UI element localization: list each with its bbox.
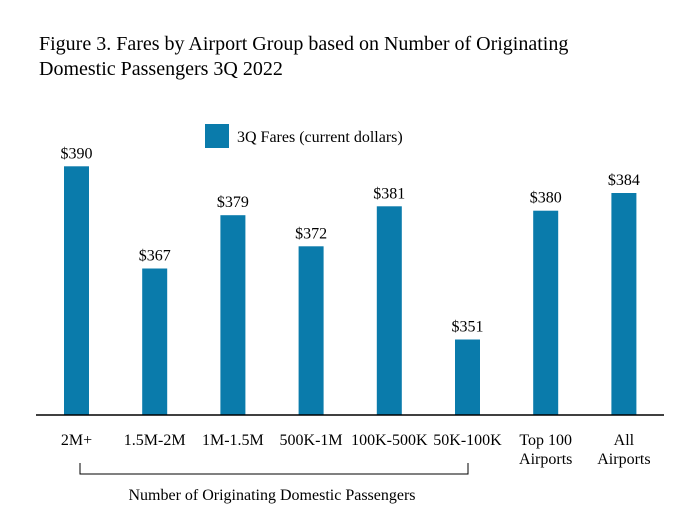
passenger-bracket: Number of Originating Domestic Passenger… [79, 463, 469, 504]
x-tick-label: 1M-1.5M [202, 432, 264, 449]
legend-label: 3Q Fares (current dollars) [237, 129, 403, 146]
bar-value-label: $390 [61, 145, 93, 162]
bar [455, 339, 480, 415]
x-tick-label: All [614, 432, 635, 449]
bar [533, 210, 559, 415]
bars [64, 166, 637, 415]
bar [64, 166, 89, 415]
chart-title: Figure 3. Fares by Airport Group based o… [39, 32, 568, 82]
bar-value-label: $384 [608, 172, 640, 189]
bar [376, 206, 402, 415]
bracket-label: Number of Originating Domestic Passenger… [128, 487, 415, 504]
x-tick-label: 100K-500K [351, 432, 428, 449]
bar [298, 246, 324, 415]
chart-title-line-2: Domestic Passengers 3Q 2022 [39, 58, 283, 80]
x-tick-label: 500K-1M [280, 432, 343, 449]
bar [220, 215, 246, 415]
x-tick-label: Top 100 [519, 432, 572, 449]
bar-value-label: $381 [373, 185, 405, 202]
bar-value-label: $379 [217, 194, 249, 211]
bar [142, 268, 168, 415]
x-tick-label: 50K-100K [433, 432, 502, 449]
bracket-line [79, 463, 469, 475]
bar-value-label: $380 [530, 190, 562, 207]
legend-swatch [205, 124, 229, 148]
x-tick-label: Airports [519, 451, 572, 468]
bar [611, 193, 637, 415]
bar-value-label: $367 [139, 248, 171, 265]
value-labels: $390 $367 $379 $372 $381 $351 $380 $384 [61, 145, 640, 335]
x-tick-label: 2M+ [61, 432, 92, 449]
legend: 3Q Fares (current dollars) [205, 124, 403, 148]
bar-value-label: $351 [452, 319, 484, 336]
x-tick-label: Airports [597, 451, 650, 468]
bar-value-label: $372 [295, 225, 327, 242]
chart-title-line-1: Figure 3. Fares by Airport Group based o… [39, 33, 569, 55]
x-tick-label: 1.5M-2M [124, 432, 186, 449]
x-axis-tick-labels: 2M+ 1.5M-2M 1M-1.5M 500K-1M 100K-500K 50K-100… [61, 432, 651, 468]
